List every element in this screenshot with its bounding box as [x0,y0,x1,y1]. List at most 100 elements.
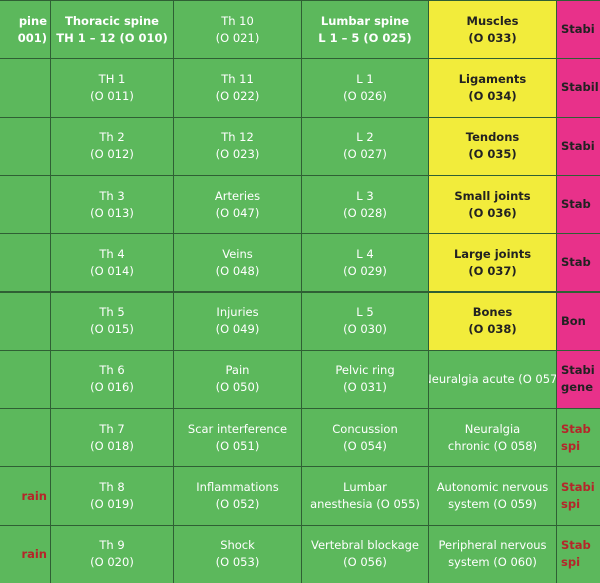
cell-text: (O 016) [90,380,134,395]
cell-text: TH 1 [98,71,126,86]
table-cell: Th 3 (O 013) [50,174,174,235]
cell-text: (O 030) [343,322,387,337]
table-cell: L 5 (O 030) [301,291,429,351]
cell-text: (O 050) [215,380,260,395]
cell-text: Th 8 [99,480,125,495]
cell-text: Th 11 [221,71,254,86]
cell-text: (O 047) [215,205,260,220]
table-cell: Th 9 (O 020) [50,524,174,583]
cell-text: system (O 060) [448,555,537,570]
cell-text: L 5 [356,305,374,320]
cell-text: Th 6 [99,363,125,378]
table-cell: Stab [556,174,600,235]
cell-text: Th 4 [99,246,125,261]
table-cell: Th 12 (O 023) [173,116,302,176]
table-cell: Large joints (O 037) [428,233,557,293]
table-cell: Th 2 (O 012) [50,116,174,176]
table-cell: Lumbar anesthesia (O 055) [301,466,429,526]
cell-text: L 3 [356,188,374,203]
cell-text: (O 049) [215,322,260,337]
cell-text: (O 056) [343,555,387,570]
cell-text: L 4 [356,246,374,261]
cell-text: (O 029) [343,263,387,278]
cell-text: Neuralgia acute (O 057) [428,371,557,386]
cell-text: (O 027) [343,147,387,162]
cell-text: Stabi [561,138,595,153]
cell-text: (O 022) [215,88,260,103]
cell-text: L 2 [356,130,374,145]
cell-text: Concussion [332,421,398,436]
table-cell [0,408,51,468]
table-cell: Stabi [556,116,600,176]
cell-text: Stab [561,197,591,212]
table-cell: Th 5 (O 015) [50,291,174,351]
table-cell: L 2 (O 027) [301,116,429,176]
cell-text: system (O 059) [448,497,537,512]
cell-text: rain [21,546,47,561]
cell-text: Large joints [453,246,532,261]
cell-text: Vertebral blockage [310,538,420,553]
cell-text: (O 051) [215,438,260,453]
cell-text: Th 3 [99,188,125,203]
cell-text: (O 033) [468,30,517,45]
cell-text: (O 028) [343,205,387,220]
cell-text: Thoracic spine [65,13,159,28]
cell-text: Stabi [561,22,595,37]
table-cell: Vertebral blockage (O 056) [301,524,429,583]
table-cell: Th 7 (O 018) [50,408,174,468]
table-cell: rain [0,466,51,526]
table-cell: Small joints (O 036) [428,174,557,235]
cell-text: (O 013) [90,205,134,220]
cell-text: (O 023) [215,147,260,162]
table-cell: Stab spi [556,524,600,583]
cell-text: 001) [17,30,47,45]
cell-text: Inflammations [196,480,279,495]
cell-text: Th 2 [99,130,125,145]
cell-text: Autonomic nervous [436,480,549,495]
table-cell [0,233,51,293]
table-cell: Peripheral nervous system (O 060) [428,524,557,583]
table-cell: TH 1 (O 011) [50,58,174,118]
table-cell: rain [0,524,51,583]
cell-text: chronic (O 058) [447,438,538,453]
cell-text: TH 1 – 12 (O 010) [56,30,168,45]
table-cell: Concussion (O 054) [301,408,429,468]
cell-text: Stab [561,255,591,270]
table-cell: Pain (O 050) [173,349,302,410]
cell-text: (O 034) [468,88,517,103]
cell-text: (O 014) [90,263,134,278]
cell-text: (O 026) [343,88,387,103]
table-cell [0,58,51,118]
cell-text: Th 9 [99,538,125,553]
cell-text: Lumbar [343,480,387,495]
table-cell: Injuries (O 049) [173,291,302,351]
table-cell: Neuralgia chronic (O 058) [428,408,557,468]
table-cell: Tendons (O 035) [428,116,557,176]
cell-text: (O 021) [215,30,260,45]
table-cell: Veins (O 048) [173,233,302,293]
cell-text: (O 015) [90,322,134,337]
cell-text: (O 053) [215,555,260,570]
cell-text: pine [18,13,47,28]
table-cell: Shock (O 053) [173,524,302,583]
cell-text: (O 052) [215,497,260,512]
cell-text: Arteries [214,188,261,203]
cell-text: Shock [220,538,255,553]
cell-text: Stabi [561,363,595,378]
table-cell [0,349,51,410]
cell-text: L 1 [356,71,374,86]
table-cell: Muscles (O 033) [428,0,557,60]
cell-text: Stabi [561,480,595,495]
cell-text: (O 018) [90,438,134,453]
cell-text: Stab [561,421,591,436]
cell-text: (O 011) [90,88,134,103]
table-cell: L 3 (O 028) [301,174,429,235]
table-cell: Ligaments (O 034) [428,58,557,118]
cell-text: (O 037) [468,263,517,278]
cell-text: Injuries [216,305,259,320]
cell-text: anesthesia (O 055) [310,497,420,512]
table-cell: Bones (O 038) [428,291,557,351]
table-cell: L 1 (O 026) [301,58,429,118]
cell-text: Th 7 [99,421,125,436]
table-cell: Arteries (O 047) [173,174,302,235]
